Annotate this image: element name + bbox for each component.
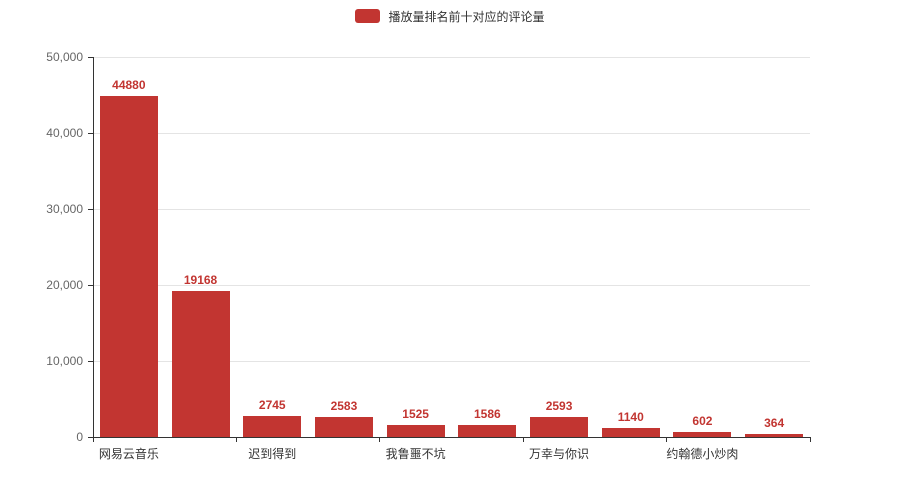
y-gridline <box>93 132 810 134</box>
y-axis-tick-label: 0 <box>76 430 83 444</box>
bar[interactable] <box>530 417 589 437</box>
x-axis-category-label: 网易云音乐 <box>98 447 159 461</box>
y-axis-tick <box>88 360 93 362</box>
y-axis-tick-label: 20,000 <box>46 278 83 292</box>
x-axis-tick <box>235 437 237 442</box>
legend-label: 播放量排名前十对应的评论量 <box>388 9 545 24</box>
y-axis-tick <box>88 284 93 286</box>
legend-item[interactable]: 播放量排名前十对应的评论量 <box>0 6 900 26</box>
bar[interactable] <box>673 432 732 437</box>
x-axis-category-label: 万幸与你识 <box>529 447 590 461</box>
x-axis-category-label: 我鲁噩不坑 <box>385 447 446 461</box>
y-axis-tick <box>88 208 93 210</box>
y-gridline <box>93 208 810 210</box>
bar-value-label: 44880 <box>112 78 146 92</box>
bar-value-label: 602 <box>692 414 713 428</box>
y-axis-tick <box>88 436 93 438</box>
y-gridline <box>93 360 810 362</box>
y-gridline <box>93 284 810 286</box>
bar-value-label: 1586 <box>473 407 501 421</box>
bar[interactable] <box>99 96 158 437</box>
y-gridline <box>93 56 810 58</box>
bar-value-label: 2583 <box>330 399 358 413</box>
bar[interactable] <box>745 434 804 437</box>
y-axis-tick-label: 40,000 <box>46 126 83 140</box>
x-axis-tick <box>522 437 524 442</box>
x-axis-tick <box>809 437 811 442</box>
bar[interactable] <box>601 428 660 437</box>
y-axis-tick-label: 10,000 <box>46 354 83 368</box>
x-axis-category-label: 约翰德小炒肉 <box>666 447 739 461</box>
x-axis-line <box>93 436 811 438</box>
bar[interactable] <box>386 425 445 437</box>
x-axis-tick <box>92 437 94 442</box>
y-axis-tick-label: 50,000 <box>46 50 83 64</box>
bar-value-label: 364 <box>764 416 785 430</box>
y-axis-tick-label: 30,000 <box>46 202 83 216</box>
y-axis-line <box>92 57 94 437</box>
bar-value-label: 2593 <box>545 399 573 413</box>
bar[interactable] <box>171 291 230 437</box>
x-axis-tick <box>379 437 381 442</box>
bar-value-label: 19168 <box>183 273 218 287</box>
bar[interactable] <box>243 416 302 437</box>
y-axis-tick <box>88 56 93 58</box>
x-axis-tick <box>666 437 668 442</box>
bar[interactable] <box>314 417 373 437</box>
bar-value-label: 1140 <box>617 410 644 424</box>
legend-swatch <box>355 9 381 23</box>
bar[interactable] <box>458 425 517 437</box>
x-axis-category-label: 迟到得到 <box>248 447 297 461</box>
y-axis-tick <box>88 132 93 134</box>
bar-value-label: 1525 <box>402 407 429 421</box>
bar-value-label: 2745 <box>258 398 286 412</box>
